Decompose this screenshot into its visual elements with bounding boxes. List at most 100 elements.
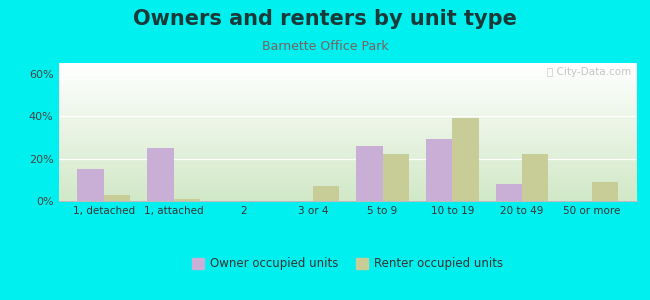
Bar [58, 64, 637, 66]
Bar [426, 140, 452, 201]
Bar [452, 118, 479, 201]
Bar [58, 127, 637, 128]
Bar [58, 143, 637, 144]
Bar [58, 70, 637, 71]
Bar [58, 75, 637, 77]
Bar [58, 124, 637, 125]
Bar [58, 78, 637, 80]
Bar [383, 154, 409, 201]
Bar [147, 148, 174, 201]
Bar [58, 147, 637, 148]
Text: Barnette Office Park: Barnette Office Park [262, 40, 388, 53]
Bar [58, 196, 637, 197]
Bar [58, 132, 637, 134]
Bar [58, 77, 637, 78]
Bar [58, 162, 637, 164]
Bar [58, 144, 637, 146]
Bar [58, 125, 637, 127]
Bar [58, 121, 637, 122]
Bar [58, 167, 637, 168]
Bar [58, 82, 637, 84]
Bar [58, 190, 637, 191]
Bar [592, 182, 618, 201]
Bar [58, 128, 637, 129]
Legend: Owner occupied units, Renter occupied units: Owner occupied units, Renter occupied un… [188, 253, 508, 275]
Bar [58, 91, 637, 92]
Bar [58, 191, 637, 193]
Bar [58, 187, 637, 189]
Text: Owners and renters by unit type: Owners and renters by unit type [133, 9, 517, 29]
Bar [356, 146, 383, 201]
Bar [58, 99, 637, 100]
Bar [313, 186, 339, 201]
Text: Ⓜ City-Data.com: Ⓜ City-Data.com [547, 67, 631, 77]
Bar [58, 176, 637, 178]
Bar [58, 116, 637, 117]
Bar [58, 100, 637, 102]
Bar [58, 179, 637, 180]
Bar [58, 102, 637, 103]
Bar [58, 183, 637, 184]
Bar [58, 118, 637, 120]
Bar [58, 140, 637, 142]
Bar [58, 161, 637, 162]
Bar [58, 154, 637, 155]
Bar [58, 194, 637, 196]
Bar [58, 104, 637, 106]
Bar [58, 137, 637, 139]
Bar [58, 175, 637, 176]
Bar [77, 169, 104, 201]
Bar [58, 153, 637, 154]
Bar [58, 146, 637, 147]
Bar [58, 88, 637, 89]
Bar [58, 68, 637, 70]
Bar [58, 157, 637, 158]
Bar [58, 84, 637, 85]
Bar [58, 172, 637, 173]
Bar [58, 92, 637, 93]
Bar [58, 150, 637, 151]
Bar [58, 197, 637, 198]
Bar [58, 117, 637, 118]
Bar [495, 184, 522, 201]
Bar [58, 198, 637, 200]
Bar [58, 113, 637, 114]
Bar [58, 134, 637, 135]
Bar [58, 110, 637, 111]
Bar [58, 67, 637, 68]
Bar [58, 135, 637, 136]
Bar [58, 98, 637, 99]
Bar [58, 180, 637, 182]
Bar [58, 193, 637, 194]
Bar [58, 184, 637, 186]
Bar [58, 120, 637, 121]
Bar [58, 171, 637, 172]
Bar [58, 130, 637, 132]
Bar [58, 155, 637, 157]
Bar [58, 151, 637, 153]
Bar [58, 158, 637, 160]
Bar [58, 142, 637, 143]
Bar [58, 109, 637, 110]
Bar [58, 122, 637, 124]
Bar [58, 169, 637, 171]
Bar [58, 81, 637, 82]
Bar [58, 111, 637, 113]
Bar [58, 93, 637, 95]
Bar [104, 195, 130, 201]
Bar [58, 173, 637, 175]
Bar [58, 186, 637, 187]
Bar [58, 164, 637, 165]
Bar [58, 96, 637, 98]
Bar [58, 139, 637, 140]
Bar [174, 199, 200, 201]
Bar [58, 114, 637, 116]
Bar [58, 178, 637, 179]
Bar [58, 168, 637, 169]
Bar [58, 129, 637, 130]
Bar [58, 74, 637, 75]
Bar [58, 71, 637, 73]
Bar [58, 107, 637, 109]
Bar [58, 73, 637, 74]
Bar [522, 154, 549, 201]
